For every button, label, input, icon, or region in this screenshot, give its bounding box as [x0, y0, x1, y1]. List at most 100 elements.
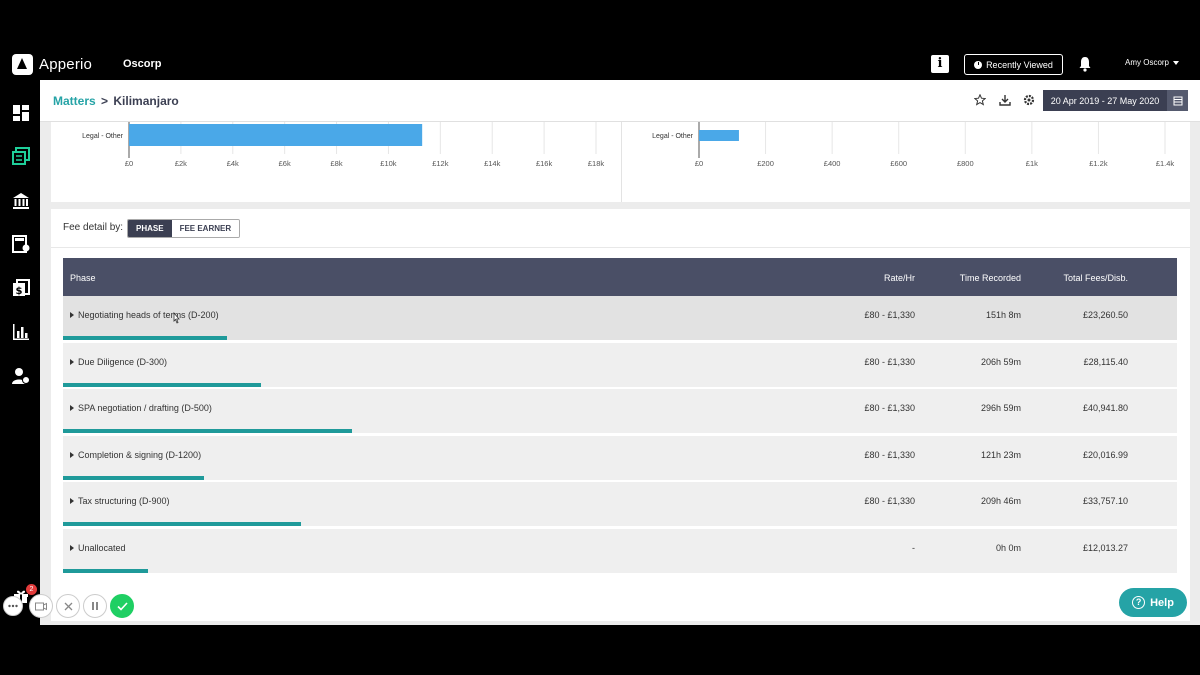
bar[interactable] [129, 124, 423, 146]
expand-caret-icon[interactable] [70, 312, 74, 318]
col-rate[interactable]: Rate/Hr [883, 273, 915, 283]
x-tick-label: £0 [695, 159, 703, 168]
expand-caret-icon[interactable] [70, 544, 74, 551]
breadcrumb-current: Kilimanjaro [113, 94, 179, 108]
rate-cell: £80 - £1,330 [864, 496, 915, 506]
invoice-icon[interactable]: $ [12, 279, 30, 297]
fees-cell: £28,115.40 [1083, 356, 1128, 367]
x-tick-label: £1.2k [1089, 159, 1108, 168]
x-tick-label: £18k [588, 159, 605, 168]
date-range-picker[interactable]: 20 Apr 2019 - 27 May 2020 [1043, 90, 1188, 111]
fee-detail-toggle: PHASE FEE EARNER [127, 219, 241, 238]
camera-icon[interactable] [29, 594, 53, 618]
fees-cell: £40,941.80 [1082, 403, 1128, 413]
question-icon: ? [1132, 596, 1146, 609]
table-row[interactable]: Due Diligence (D-300) £80 - £1,330 206h 59… [63, 342, 1177, 387]
x-tick-label: £10k [380, 159, 397, 168]
category-label: Legal - Other [652, 133, 694, 140]
info-button[interactable]: i [931, 55, 949, 73]
check-icon[interactable] [110, 594, 134, 618]
main-content: Matters > Kilimanjaro 20 Apr 2019 - 27 M… [40, 80, 1200, 625]
help-label: Help [1150, 596, 1174, 609]
user-menu[interactable]: Amy Oscorp [1125, 58, 1180, 67]
table-row[interactable]: Unallocated - 0h 0m £12,013.27 [63, 528, 1177, 573]
fee-detail-panel: Fee detail by: PHASE FEE EARNER Phase Ra… [51, 209, 1190, 621]
matters-icon[interactable] [12, 147, 30, 165]
phase-name: Unallocated [78, 542, 126, 553]
fees-cell: £12,013.27 [1082, 542, 1128, 553]
expand-caret-icon[interactable] [70, 358, 74, 365]
close-icon[interactable] [56, 594, 80, 618]
bank-icon[interactable] [12, 192, 30, 210]
phase-name: Due Diligence (D-300) [78, 356, 168, 367]
breadcrumb-matters-link[interactable]: Matters [53, 94, 96, 108]
x-tick-label: £2k [175, 159, 187, 168]
x-tick-label: £200 [757, 159, 774, 168]
rate-cell: £80 - £1,330 [864, 356, 915, 367]
time-cell: 151h 8m [985, 310, 1021, 320]
table-row[interactable]: Completion & signing (D-1200) £80 - £1,33… [63, 435, 1177, 480]
bar[interactable] [699, 130, 739, 141]
notification-badge: 2 [26, 584, 37, 595]
calculator-icon[interactable] [12, 235, 30, 253]
star-icon[interactable] [974, 94, 986, 106]
breadcrumb: Matters > Kilimanjaro [53, 94, 179, 108]
phase-name: Negotiating heads of terms (D-200) [78, 310, 219, 320]
charts-divider [621, 122, 622, 202]
time-cell: 206h 59m [980, 356, 1021, 367]
more-icon[interactable] [3, 596, 23, 616]
dashboard-icon[interactable] [12, 104, 30, 122]
col-fees[interactable]: Total Fees/Disb. [1063, 273, 1128, 283]
charts-panel: £0 £2k £4k £6k £8k £10k £12k £14k £16k £18k Legal … [51, 122, 1190, 202]
client-name[interactable]: Oscorp [123, 58, 162, 70]
logo[interactable]: Apperio [12, 54, 92, 75]
x-tick-label: £0 [125, 159, 133, 168]
x-tick-label: £1.4k [1156, 159, 1175, 168]
svg-text:$: $ [16, 286, 23, 297]
category-label: Legal - Other [82, 133, 124, 140]
table-header: Phase Rate/Hr Time Recorded Total Fees/D… [63, 258, 1177, 296]
expand-caret-icon[interactable] [70, 405, 74, 411]
time-cell: 209h 46m [980, 496, 1021, 506]
x-tick-label: £8k [331, 159, 343, 168]
sub-header: Matters > Kilimanjaro 20 Apr 2019 - 27 M… [40, 80, 1200, 122]
phase-name: Completion & signing (D-1200) [78, 449, 202, 460]
x-tick-label: £800 [957, 159, 974, 168]
col-time[interactable]: Time Recorded [959, 273, 1021, 283]
apperio-logo-icon [12, 54, 33, 75]
table-row[interactable]: Negotiating heads of terms (D-200) £80 - … [63, 296, 1177, 340]
fee-proportion-bar [63, 522, 302, 526]
time-cell: 121h 23m [980, 449, 1021, 460]
fee-table: Phase Rate/Hr Time Recorded Total Fees/D… [63, 258, 1177, 573]
user-settings-icon[interactable] [12, 367, 30, 385]
fees-cell: £33,757.10 [1082, 496, 1128, 506]
sidebar: $ [0, 80, 40, 625]
recently-viewed-label: Recently Viewed [986, 59, 1053, 70]
expand-caret-icon[interactable] [70, 498, 74, 504]
user-name: Amy Oscorp [1125, 58, 1170, 67]
divider [51, 247, 1190, 248]
bell-icon[interactable] [1078, 56, 1092, 72]
toggle-fee-earner[interactable]: FEE EARNER [171, 220, 240, 237]
x-tick-label: £14k [484, 159, 501, 168]
fee-proportion-bar [63, 336, 228, 340]
pause-icon[interactable] [83, 594, 107, 618]
table-row[interactable]: SPA negotiation / drafting (D-500) £80 - … [63, 389, 1177, 433]
help-button[interactable]: ? Help [1119, 588, 1187, 617]
gear-icon[interactable] [1023, 94, 1035, 106]
fee-proportion-bar [63, 475, 205, 480]
time-cell: 0h 0m [995, 542, 1021, 553]
rate-cell: £80 - £1,330 [864, 403, 915, 413]
mouse-cursor-icon [173, 312, 180, 324]
table-row[interactable]: Tax structuring (D-900) £80 - £1,330 209h … [63, 482, 1177, 526]
calendar-icon[interactable] [1167, 90, 1188, 111]
toggle-phase[interactable]: PHASE [128, 220, 172, 237]
recently-viewed-button[interactable]: Recently Viewed [964, 54, 1063, 75]
x-tick-label: £12k [432, 159, 449, 168]
col-phase[interactable]: Phase [70, 273, 96, 283]
phase-name: Tax structuring (D-900) [78, 496, 170, 506]
clock-icon [974, 60, 983, 69]
analytics-icon[interactable] [12, 323, 30, 341]
expand-caret-icon[interactable] [70, 451, 74, 458]
download-icon[interactable] [999, 94, 1011, 106]
